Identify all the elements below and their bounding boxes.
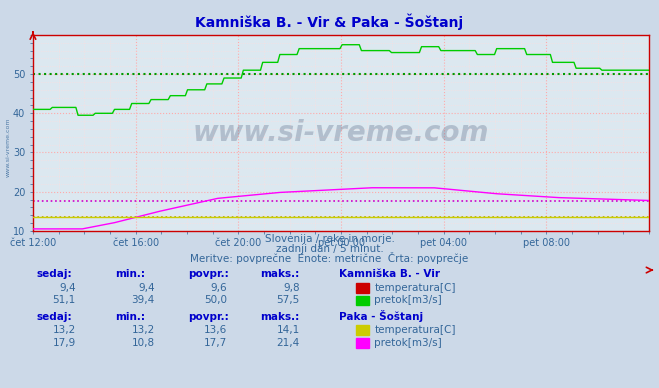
Text: Kamniška B. - Vir: Kamniška B. - Vir bbox=[339, 269, 440, 279]
Text: pretok[m3/s]: pretok[m3/s] bbox=[374, 338, 442, 348]
Text: www.si-vreme.com: www.si-vreme.com bbox=[5, 118, 11, 177]
Text: temperatura[C]: temperatura[C] bbox=[374, 283, 456, 293]
Text: sedaj:: sedaj: bbox=[36, 269, 72, 279]
Text: zadnji dan / 5 minut.: zadnji dan / 5 minut. bbox=[275, 244, 384, 254]
Text: maks.:: maks.: bbox=[260, 269, 300, 279]
Text: 39,4: 39,4 bbox=[132, 295, 155, 305]
Text: 13,2: 13,2 bbox=[53, 325, 76, 335]
Text: 51,1: 51,1 bbox=[53, 295, 76, 305]
Text: min.:: min.: bbox=[115, 312, 146, 322]
Text: 9,8: 9,8 bbox=[283, 283, 300, 293]
Text: povpr.:: povpr.: bbox=[188, 269, 229, 279]
Text: Kamniška B. - Vir & Paka - Šoštanj: Kamniška B. - Vir & Paka - Šoštanj bbox=[196, 14, 463, 30]
Text: 50,0: 50,0 bbox=[204, 295, 227, 305]
Text: 13,2: 13,2 bbox=[132, 325, 155, 335]
Text: 9,4: 9,4 bbox=[59, 283, 76, 293]
Text: 10,8: 10,8 bbox=[132, 338, 155, 348]
Text: 9,4: 9,4 bbox=[138, 283, 155, 293]
Text: www.si-vreme.com: www.si-vreme.com bbox=[193, 119, 489, 147]
Text: min.:: min.: bbox=[115, 269, 146, 279]
Text: povpr.:: povpr.: bbox=[188, 312, 229, 322]
Text: 21,4: 21,4 bbox=[277, 338, 300, 348]
Text: Meritve: povprečne  Enote: metrične  Črta: povprečje: Meritve: povprečne Enote: metrične Črta:… bbox=[190, 252, 469, 264]
Text: Slovenija / reke in morje.: Slovenija / reke in morje. bbox=[264, 234, 395, 244]
Text: Paka - Šoštanj: Paka - Šoštanj bbox=[339, 310, 424, 322]
Text: maks.:: maks.: bbox=[260, 312, 300, 322]
Text: pretok[m3/s]: pretok[m3/s] bbox=[374, 295, 442, 305]
Text: 14,1: 14,1 bbox=[277, 325, 300, 335]
Text: 17,9: 17,9 bbox=[53, 338, 76, 348]
Text: 57,5: 57,5 bbox=[277, 295, 300, 305]
Text: 13,6: 13,6 bbox=[204, 325, 227, 335]
Text: 17,7: 17,7 bbox=[204, 338, 227, 348]
Text: sedaj:: sedaj: bbox=[36, 312, 72, 322]
Text: 9,6: 9,6 bbox=[211, 283, 227, 293]
Text: temperatura[C]: temperatura[C] bbox=[374, 325, 456, 335]
